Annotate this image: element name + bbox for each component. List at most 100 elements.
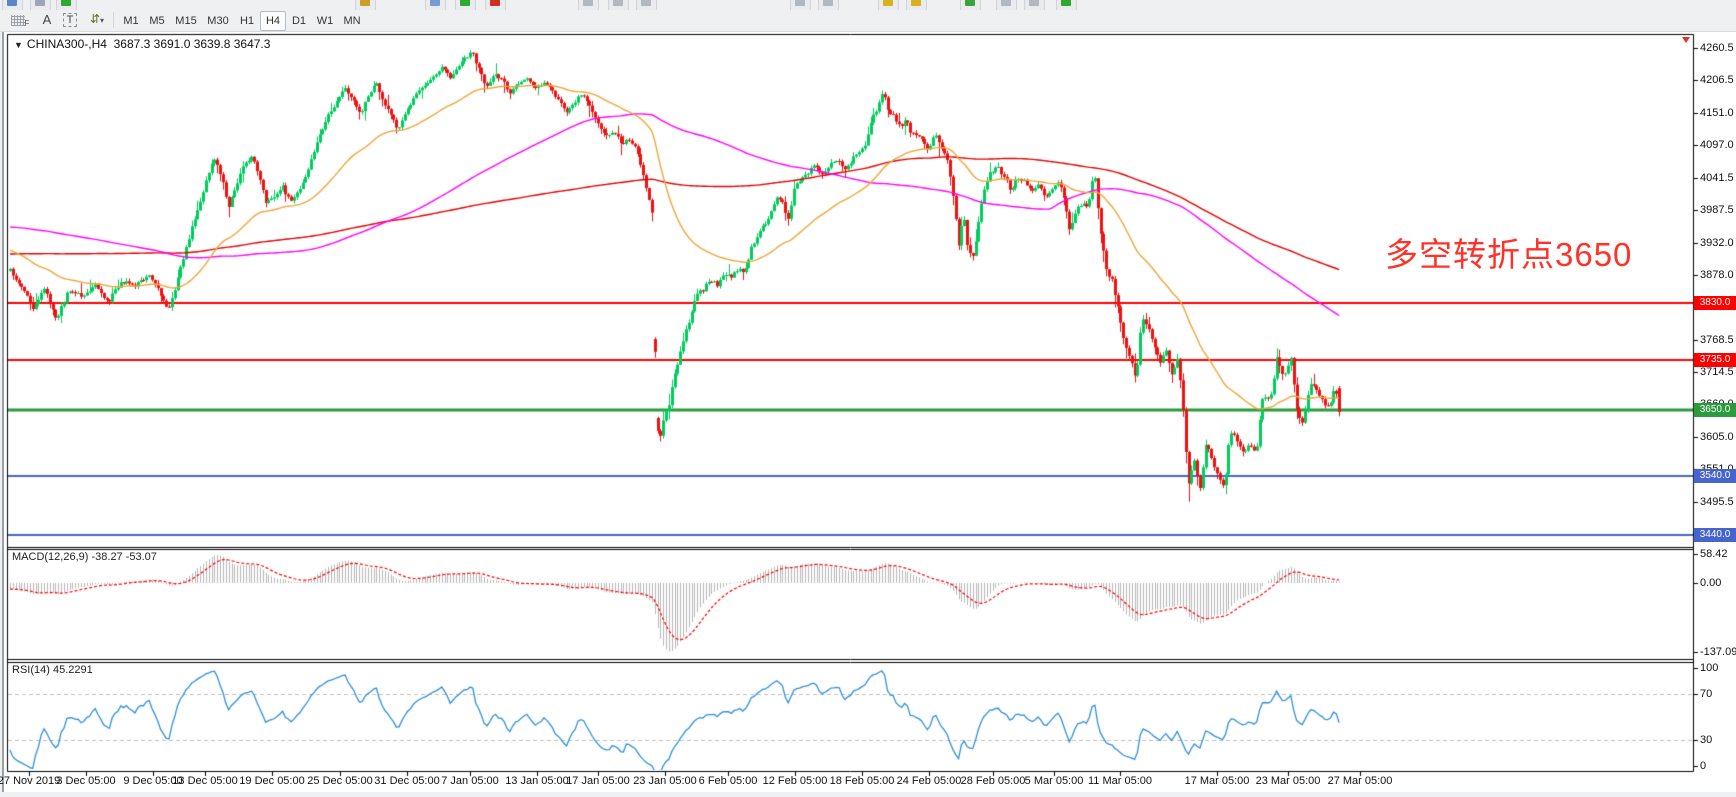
macd-indicator-label: MACD(12,26,9) -38.27 -53.07	[12, 551, 157, 563]
new-order-icon-glyph	[7, 0, 17, 6]
terminal-icon[interactable]	[1024, 0, 1045, 10]
price-tick-label: 3768.5	[1700, 333, 1734, 346]
navigator-icon-glyph	[1001, 0, 1011, 6]
timeframe-button-m30[interactable]: M30	[207, 15, 229, 27]
level-price-badge: 3440.0	[1694, 527, 1736, 542]
macd-axis-label: 0.00	[1700, 577, 1722, 589]
stop-icon[interactable]	[485, 0, 506, 10]
autotrading-icon-glyph	[430, 0, 440, 6]
new-chart-icon[interactable]	[56, 0, 77, 10]
text-label-tool-icon[interactable]: T	[60, 12, 80, 29]
time-tick-label: 9 Dec 05:00	[123, 775, 183, 787]
terminal-icon-glyph	[1029, 0, 1039, 6]
price-scale-marker-icon	[1682, 37, 1690, 43]
timeframe-button-mn[interactable]: MN	[343, 15, 361, 27]
macd-axis-label: -137.09	[1700, 645, 1736, 658]
new-order-icon[interactable]	[2, 0, 23, 10]
fractals-grid-icon[interactable]: F	[8, 12, 32, 29]
price-tick-label: 4151.0	[1700, 106, 1734, 119]
market-watch-icon[interactable]	[30, 0, 51, 10]
time-tick-label: 19 Dec 05:00	[239, 775, 305, 787]
time-tick-label: 13 Jan 05:00	[505, 775, 569, 787]
cursor-tool-icon[interactable]: ⇵▾	[89, 12, 105, 26]
timeframe-button-m1[interactable]: M1	[123, 15, 139, 27]
time-tick-label: 11 Mar 05:00	[1087, 775, 1153, 787]
navigator-icon[interactable]	[996, 0, 1017, 10]
price-tick-label: 4206.5	[1700, 74, 1734, 87]
tile-windows-icon-glyph	[641, 0, 651, 6]
cascade-icon[interactable]	[790, 0, 811, 10]
profiles-icon[interactable]	[355, 0, 376, 10]
chart-annotation-text[interactable]: 多空转折点3650	[1385, 236, 1633, 273]
macd-axis-label: 58.42	[1700, 547, 1728, 560]
level-price-badge: 3735.0	[1694, 352, 1736, 367]
tile-horizontal-icon[interactable]	[578, 0, 599, 10]
time-tick-label: 27 Mar 05:00	[1327, 775, 1393, 787]
price-tick-label: 3495.5	[1700, 496, 1734, 508]
time-tick-label: 13 Dec 05:00	[172, 775, 238, 787]
symbol-period-label: CHINA300-,H4	[26, 37, 107, 51]
indicators-icon-glyph	[965, 0, 975, 6]
time-tick-label: 18 Feb 05:00	[829, 775, 895, 787]
start-icon-glyph	[460, 0, 470, 6]
timeframe-button-h1[interactable]: H1	[239, 15, 255, 27]
price-tick-label: 3987.5	[1700, 204, 1734, 217]
indicators-icon[interactable]	[960, 0, 981, 10]
tile-windows-icon[interactable]	[636, 0, 657, 10]
price-tick-label: 3714.5	[1700, 366, 1734, 379]
price-tick-label: 3878.0	[1700, 269, 1734, 281]
time-tick-label: 17 Jan 05:00	[566, 775, 630, 787]
symbol-dropdown-icon[interactable]: ▼	[14, 40, 23, 50]
time-tick-label: 28 Feb 05:00	[960, 775, 1026, 787]
time-tick-label: 31 Dec 05:00	[374, 775, 440, 787]
zoom-out-icon[interactable]	[878, 0, 899, 10]
time-tick-label: 27 Nov 2019	[0, 775, 61, 787]
price-tick-label: 3932.0	[1700, 236, 1734, 249]
toolbar-separator	[113, 12, 114, 28]
rsi-axis-label: 100	[1700, 662, 1719, 674]
macd-values: -38.27 -53.07	[91, 551, 157, 563]
price-tick-label: 4260.5	[1700, 42, 1734, 54]
toolbar-row-1	[0, 0, 1736, 10]
time-tick-label: 17 Mar 05:00	[1184, 775, 1250, 787]
ohlc-values: 3687.3 3691.0 3639.8 3647.3	[113, 37, 271, 51]
price-tick-label: 4097.0	[1700, 139, 1734, 152]
timeframe-button-w1[interactable]: W1	[316, 15, 334, 27]
time-tick-label: 7 Jan 05:00	[441, 775, 499, 787]
autotrading-icon[interactable]	[425, 0, 446, 10]
stop-icon-glyph	[490, 0, 500, 6]
price-tick-label: 4041.5	[1700, 171, 1734, 184]
arrange-icon-glyph	[823, 0, 833, 6]
add-indicator-icon-glyph	[1061, 0, 1071, 6]
text-tool-icon[interactable]: A	[42, 12, 52, 27]
cascade-icon-glyph	[795, 0, 805, 6]
timeframe-button-h4[interactable]: H4	[260, 11, 286, 31]
time-tick-label: 5 Mar 05:00	[1024, 775, 1084, 787]
time-tick-label: 23 Mar 05:00	[1255, 775, 1321, 787]
rsi-axis-label: 0	[1700, 760, 1707, 772]
start-icon[interactable]	[455, 0, 476, 10]
profiles-icon-glyph	[360, 0, 370, 6]
time-tick-label: 12 Feb 05:00	[762, 775, 828, 787]
time-tick-label: 23 Jan 05:00	[633, 775, 697, 787]
timeframe-button-m5[interactable]: M5	[149, 15, 165, 27]
tile-vertical-icon-glyph	[613, 0, 623, 6]
rsi-value: 45.2291	[52, 664, 93, 676]
timeframe-button-d1[interactable]: D1	[291, 15, 307, 27]
add-indicator-icon[interactable]	[1056, 0, 1077, 10]
arrange-icon[interactable]	[818, 0, 839, 10]
fractals-label: F	[24, 19, 30, 28]
tile-vertical-icon[interactable]	[608, 0, 629, 10]
market-watch-icon-glyph	[35, 0, 45, 6]
zoom-in-icon[interactable]	[906, 0, 927, 10]
time-tick-label: 3 Dec 05:00	[56, 775, 116, 787]
new-chart-icon-glyph	[61, 0, 71, 6]
time-tick-label: 25 Dec 05:00	[307, 775, 373, 787]
timeframe-button-m15[interactable]: M15	[175, 15, 197, 27]
chart-title: ▼ CHINA300-,H4 3687.3 3691.0 3639.8 3647.…	[14, 37, 270, 51]
price-tick-label: 3605.0	[1700, 431, 1734, 444]
level-price-badge: 3650.0	[1694, 403, 1736, 418]
time-tick-label: 24 Feb 05:00	[896, 775, 962, 787]
